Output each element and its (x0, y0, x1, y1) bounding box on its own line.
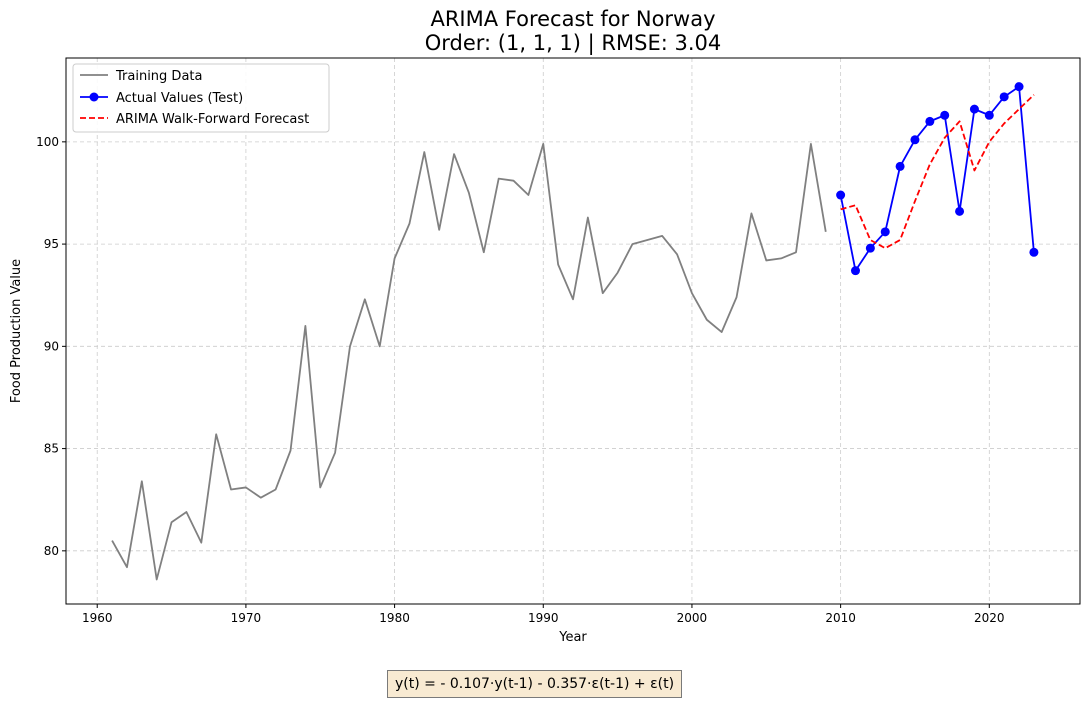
grid (66, 58, 1080, 604)
legend-label-actual: Actual Values (Test) (116, 91, 243, 106)
legend-label-forecast: ARIMA Walk-Forward Forecast (116, 112, 309, 127)
data-point-actual-values-test (999, 92, 1009, 102)
data-point-actual-values-test (940, 110, 950, 120)
data-point-actual-values-test (836, 190, 846, 200)
x-tick-label: 1990 (528, 611, 559, 625)
data-point-actual-values-test (1029, 247, 1039, 257)
legend-box (72, 63, 330, 133)
series-line-arima-walk-forward-forecast (840, 94, 1035, 250)
x-tick-label: 2010 (825, 611, 856, 625)
legend-marker-actual (89, 92, 99, 102)
legend: Training Data Actual Values (Test) ARIMA… (72, 63, 330, 133)
y-tick-label: 80 (44, 544, 59, 558)
data-point-actual-values-test (865, 243, 875, 253)
data-point-actual-values-test (984, 110, 994, 120)
data-point-actual-values-test (1014, 82, 1024, 92)
plot-area-frame (65, 57, 1081, 605)
y-tick-label: 95 (44, 237, 59, 251)
y-tick-label: 90 (44, 339, 59, 353)
y-tick-label: 85 (44, 442, 59, 456)
series-line-actual-values-test (839, 85, 1035, 272)
y-tick-label: 100 (36, 135, 59, 149)
legend-label-training: Training Data (115, 69, 202, 84)
data-point-actual-values-test (925, 116, 935, 126)
data-point-actual-values-test (910, 135, 920, 145)
x-axis: 1960 1970 1980 1990 2000 2010 2020 (82, 604, 1005, 625)
data-point-actual-values-test (955, 206, 965, 216)
x-tick-label: 2000 (677, 611, 708, 625)
y-axis-label: Food Production Value (9, 259, 24, 403)
equation-box: y(t) = - 0.107·y(t-1) - 0.357·ε(t-1) + ε… (387, 670, 683, 698)
x-tick-label: 1960 (82, 611, 113, 625)
chart-title-line-2: Order: (1, 1, 1) | RMSE: 3.04 (425, 31, 721, 56)
x-tick-label: 2020 (974, 611, 1005, 625)
x-tick-label: 1970 (231, 611, 262, 625)
series-line-training-data (111, 142, 827, 581)
y-axis: 80 85 90 95 100 (36, 135, 66, 558)
data-point-actual-values-test (969, 104, 979, 114)
x-tick-label: 1980 (379, 611, 410, 625)
series (111, 82, 1039, 581)
x-axis-label: Year (558, 630, 587, 645)
data-point-actual-values-test (850, 266, 860, 276)
data-point-actual-values-test (880, 227, 890, 237)
data-point-actual-values-test (895, 161, 905, 171)
chart-title-line-1: ARIMA Forecast for Norway (430, 7, 715, 31)
